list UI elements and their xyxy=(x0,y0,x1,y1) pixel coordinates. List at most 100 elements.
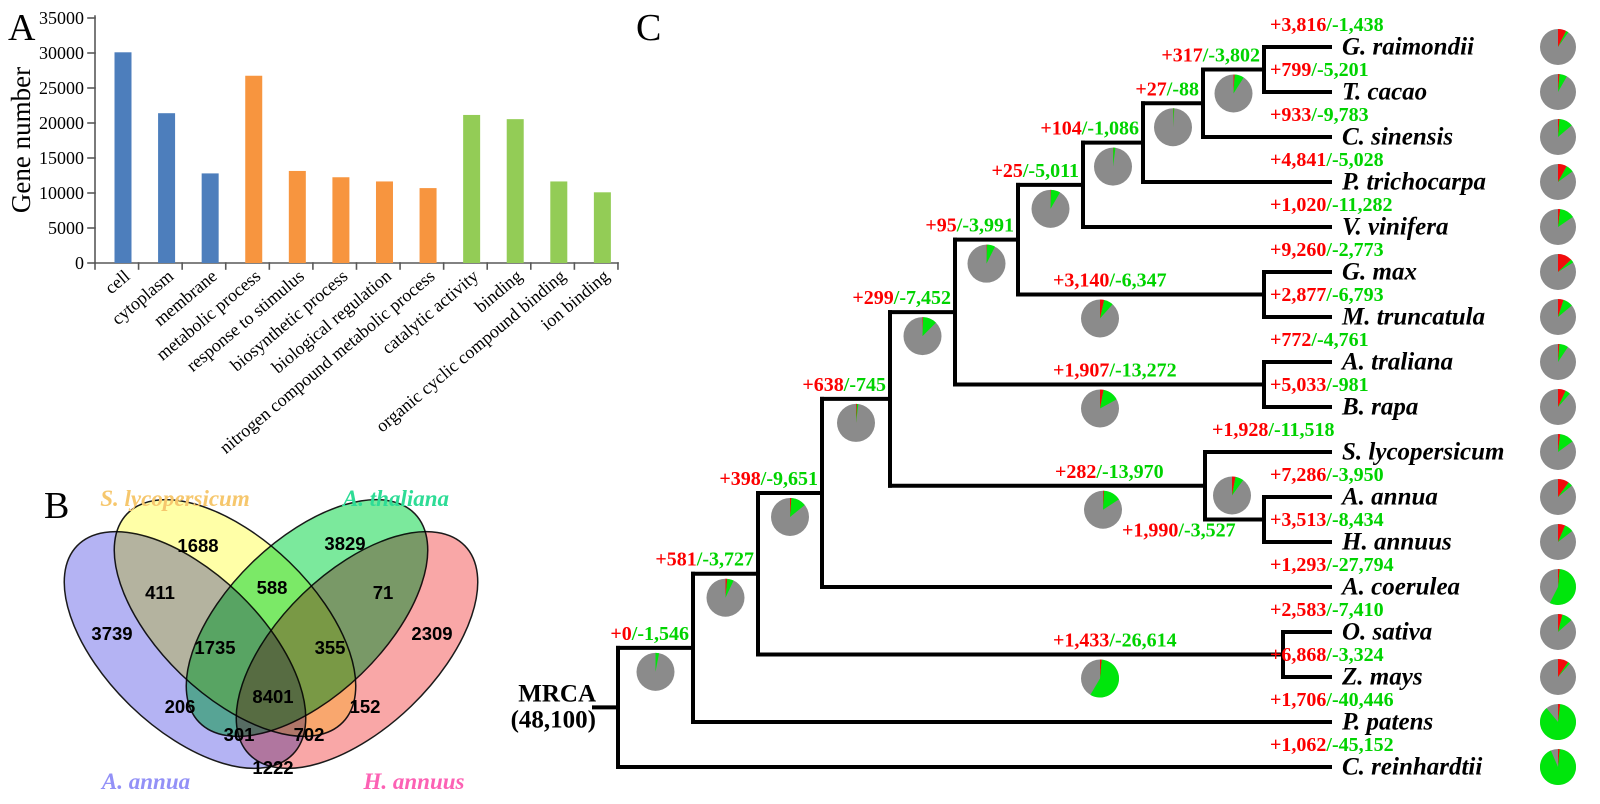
leaf-pie-T-cacao-expanded xyxy=(1558,74,1560,92)
species-label-T-cacao: T. cacao xyxy=(1342,79,1427,106)
venn-count-SH: 152 xyxy=(350,696,381,717)
venn-count-AH: 1222 xyxy=(252,757,293,778)
node-pie-n3-contracted xyxy=(790,498,805,517)
bar-cell xyxy=(114,52,132,263)
leaf-pie-P-patens-contracted xyxy=(1540,704,1576,740)
y-tick-label: 20000 xyxy=(39,113,84,133)
y-tick-label: 5000 xyxy=(48,218,84,238)
gain-loss-label-Z-mays: +6,868/-3,324 xyxy=(1270,644,1384,666)
y-tick-label: 35000 xyxy=(39,8,84,28)
gain-loss-label-n10: +317/-3,802 xyxy=(1161,45,1260,67)
venn-set-label-A: A. annua xyxy=(100,769,190,794)
gain-loss-label-n6: +95/-3,991 xyxy=(925,215,1014,237)
go-bar-chart: 05000100001500020000250003000035000cellc… xyxy=(6,8,619,457)
leaf-pie-S-lycopersicum-expanded xyxy=(1558,434,1561,452)
leaf-pie-O-sativa-contracted xyxy=(1558,614,1572,632)
gain-loss-label-n2: +581/-3,727 xyxy=(655,549,754,571)
node-pie-n14-expanded xyxy=(1232,476,1236,496)
leaf-pie-P-trichocarpa-contracted xyxy=(1558,166,1573,182)
species-label-V-vinifera: V. vinifera xyxy=(1342,214,1449,241)
venn-count-AST: 1735 xyxy=(194,637,235,658)
leaf-pie-C-reinhardtii-contracted xyxy=(1539,749,1576,785)
leaf-pie-C-sinensis-contracted xyxy=(1558,119,1572,137)
species-label-S-lycopersicum: S. lycopersicum xyxy=(1342,439,1505,466)
gain-loss-label-G-raimondii: +3,816/-1,438 xyxy=(1270,14,1384,36)
venn-count-ST: 588 xyxy=(257,577,288,598)
leaf-pie-G-raimondii-expanded xyxy=(1558,29,1567,47)
y-tick-label: 30000 xyxy=(39,43,84,63)
gain-loss-label-V-vinifera: +1,020/-11,282 xyxy=(1270,194,1393,216)
leaf-pie-S-lycopersicum-contracted xyxy=(1558,434,1573,452)
gain-loss-label-n7: +25/-5,011 xyxy=(991,160,1079,182)
venn-diagram: 1688 3829 3739 2309 411 588 71 1735 355 206 152 840… xyxy=(63,486,479,794)
leaf-pie-T-cacao-contracted xyxy=(1558,74,1567,92)
species-label-G-max: G. max xyxy=(1342,259,1417,286)
venn-count-AS: 411 xyxy=(145,582,175,603)
y-tick-label: 15000 xyxy=(39,148,84,168)
leaf-pie-A-annua-contracted xyxy=(1558,482,1572,497)
node-pie-n7-contracted xyxy=(1050,189,1061,209)
leaf-pie-G-max-expanded xyxy=(1558,254,1572,272)
node-pie-n5-contracted xyxy=(922,317,936,337)
bar-metabolic-process xyxy=(245,75,263,263)
gain-loss-label-O-sativa: +2,583/-7,410 xyxy=(1270,599,1384,621)
node-pie-n6-contracted xyxy=(986,244,996,264)
node-pie-n11-expanded xyxy=(1100,299,1105,319)
bar-nitrogen-compound-metabolic-process xyxy=(419,188,437,263)
bar-catalytic-activity xyxy=(463,114,481,263)
venn-count-ASTH: 8401 xyxy=(252,686,293,707)
leaf-pie-B-rapa-expanded xyxy=(1558,389,1566,407)
leaf-pie-C-sinensis-expanded xyxy=(1558,119,1560,137)
node-pie-n13-expanded xyxy=(1103,490,1104,510)
y-axis-title: Gene number xyxy=(6,67,36,213)
gain-loss-label-T-cacao: +799/-5,201 xyxy=(1270,59,1369,81)
leaf-pie-P-patens-expanded xyxy=(1558,703,1561,722)
venn-count-T: 3829 xyxy=(324,533,365,554)
node-pie-n14-contracted xyxy=(1232,476,1244,496)
gain-loss-label-n3: +398/-9,651 xyxy=(719,468,818,490)
leaf-pie-A-annua-expanded xyxy=(1558,479,1569,497)
bar-cytoplasm xyxy=(158,113,176,263)
node-pie-n3-expanded xyxy=(790,497,792,517)
gain-loss-label-n14: +1,990/-3,527 xyxy=(1122,520,1236,542)
species-label-M-truncatula: M. truncatula xyxy=(1341,304,1485,331)
species-label-A-annua: A. annua xyxy=(1340,484,1438,511)
gain-loss-label-n5: +299/-7,452 xyxy=(852,287,951,309)
leaf-pie-G-max-contracted xyxy=(1558,259,1574,272)
leaf-pie-H-annuus-expanded xyxy=(1558,524,1566,542)
gain-loss-label-A-coerulea: +1,293/-27,794 xyxy=(1270,554,1394,576)
venn-count-A: 3739 xyxy=(91,623,132,644)
leaf-pie-A-traliana-expanded xyxy=(1558,344,1560,362)
species-label-C-sinensis: C. sinensis xyxy=(1342,124,1453,151)
species-label-A-coerulea: A. coerulea xyxy=(1340,574,1460,601)
gain-loss-label-n8: +104/-1,086 xyxy=(1040,118,1139,140)
bar-membrane xyxy=(201,173,219,263)
mrca-label: MRCA xyxy=(518,680,596,707)
species-label-A-traliana: A. traliana xyxy=(1340,349,1453,376)
gain-loss-label-A-traliana: +772/-4,761 xyxy=(1270,329,1369,351)
gain-loss-label-B-rapa: +5,033/-981 xyxy=(1270,374,1369,396)
species-label-B-rapa: B. rapa xyxy=(1341,394,1418,421)
panel-b-letter: B xyxy=(44,485,69,527)
gain-loss-label-S-lycopersicum: +1,928/-11,518 xyxy=(1212,419,1335,441)
gain-loss-label-P-patens: +1,706/-40,446 xyxy=(1270,689,1394,711)
venn-count-S: 1688 xyxy=(177,535,218,556)
gain-loss-label-C-sinensis: +933/-9,783 xyxy=(1270,104,1369,126)
node-pie-n15-expanded xyxy=(1100,659,1102,679)
node-pie-n2-expanded xyxy=(725,578,728,598)
gain-loss-label-M-truncatula: +2,877/-6,793 xyxy=(1270,284,1384,306)
leaf-pie-O-sativa-expanded xyxy=(1558,614,1563,632)
panel-a-letter: A xyxy=(8,7,36,49)
bar-organic-cyclic-compound-binding xyxy=(550,181,568,263)
bar-ion-binding xyxy=(593,192,611,263)
node-pie-n1-contracted xyxy=(655,652,660,672)
x-category-label: cell xyxy=(101,266,134,298)
species-label-P-trichocarpa: P. trichocarpa xyxy=(1341,169,1486,196)
node-pie-n10-contracted xyxy=(1233,74,1244,94)
venn-count-H: 2309 xyxy=(411,623,452,644)
leaf-pie-Z-mays-contracted xyxy=(1558,662,1570,677)
node-pie-n5-expanded xyxy=(922,317,924,337)
venn-set-label-H: H. annuus xyxy=(362,769,464,794)
